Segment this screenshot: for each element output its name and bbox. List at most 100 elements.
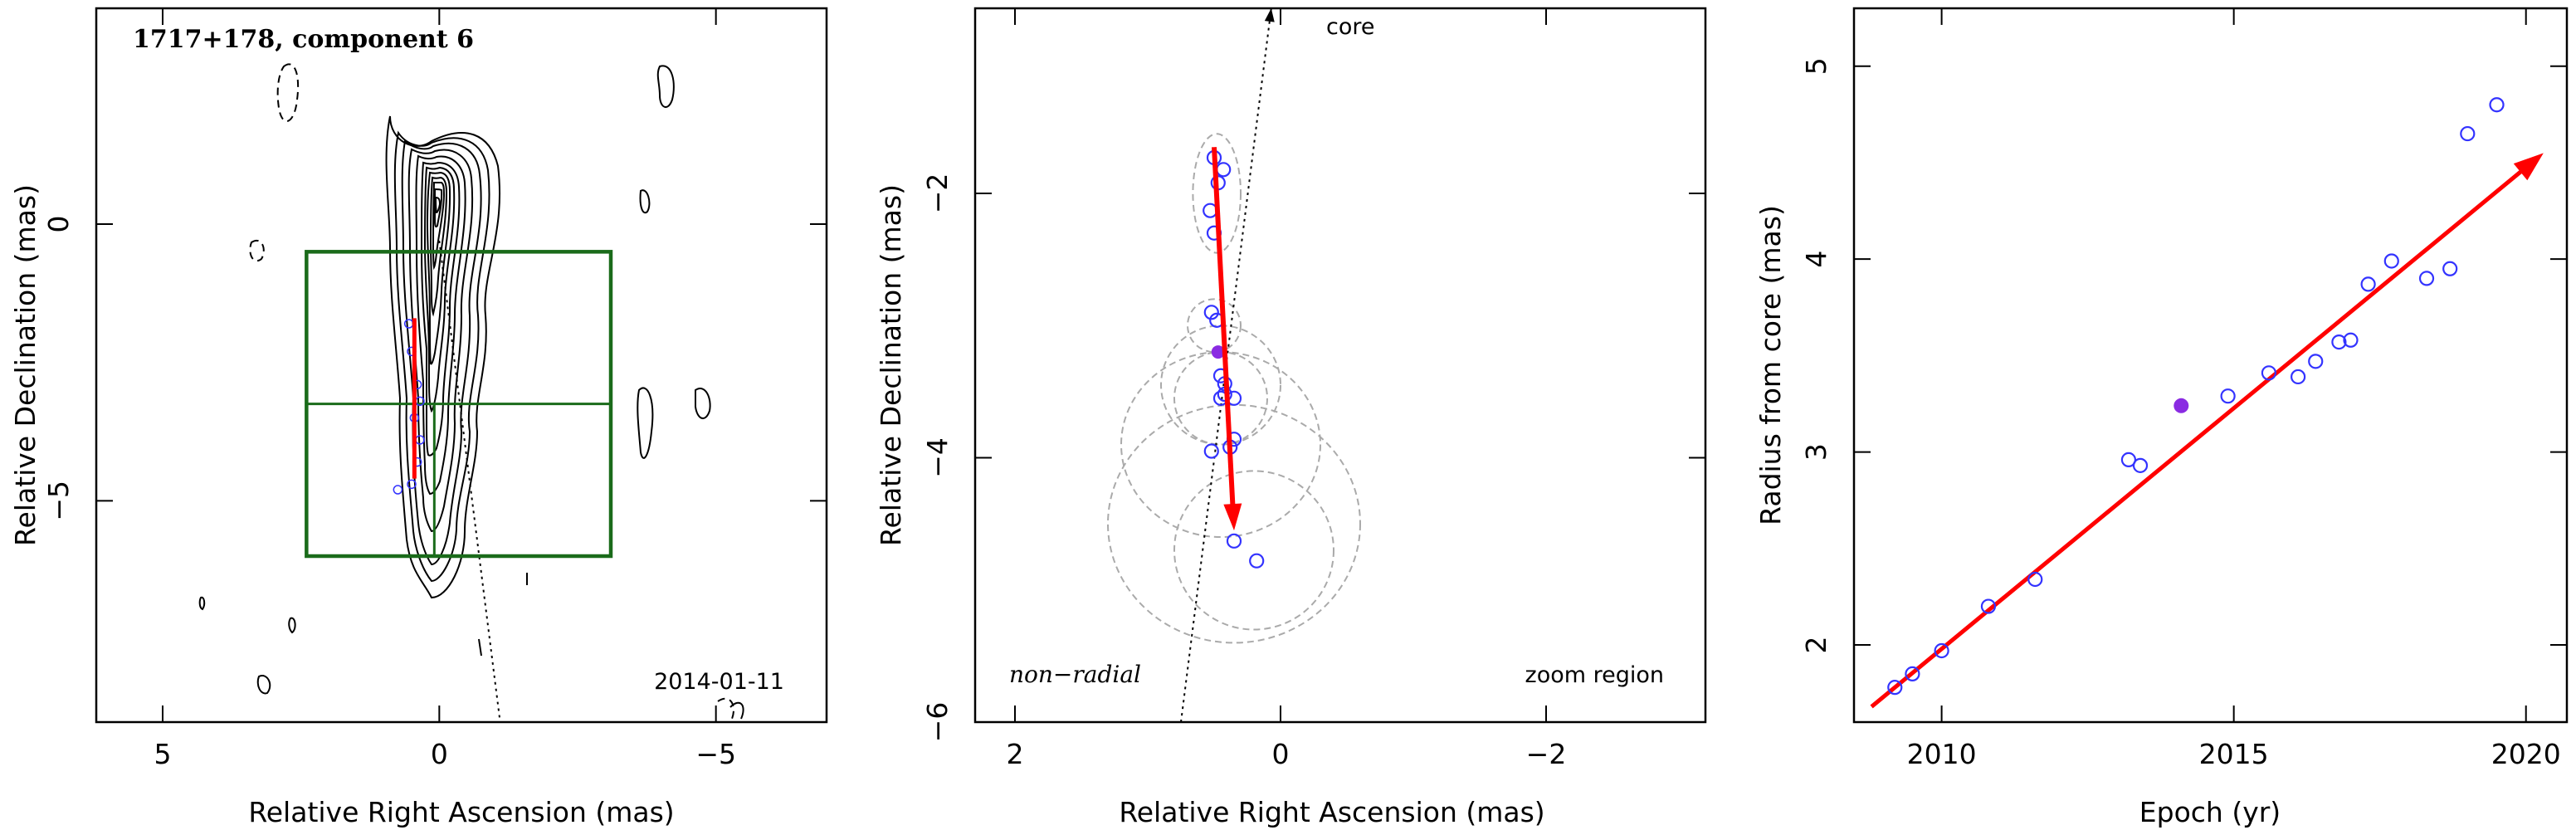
left-plot-frame xyxy=(95,7,828,724)
left-panel: 5 0 −5 0 −5 xyxy=(9,7,828,828)
noise-contour xyxy=(198,596,206,611)
left-component-marker xyxy=(403,319,414,329)
middle-plot-frame xyxy=(973,7,1707,724)
beam-ellipse xyxy=(1187,298,1242,354)
radius-epoch-point xyxy=(2120,452,2137,467)
left-x-tick-label: −5 xyxy=(695,738,736,770)
right-panel: 2010 2015 2020 2 3 4 5 Epoch (yr) Radius from … xyxy=(1754,7,2569,828)
middle-y-tick-label: −4 xyxy=(921,437,954,478)
left-y-axis-label: Relative Declination (mas) xyxy=(9,184,41,546)
right-y-tick-label: 3 xyxy=(1800,443,1832,461)
fit-arrow-line xyxy=(1870,164,2529,709)
right-y-tick-label: 2 xyxy=(1800,637,1832,654)
component-position xyxy=(1203,443,1219,459)
middle-x-tick-label: 2 xyxy=(1007,738,1024,770)
noise-contour xyxy=(637,387,654,459)
contour-level xyxy=(415,154,466,496)
beam-ellipse xyxy=(1192,133,1242,254)
right-x-axis-label: Epoch (yr) xyxy=(2139,796,2281,828)
left-x-tick-label: 5 xyxy=(154,738,172,770)
left-component-marker xyxy=(407,479,417,490)
negative-contour xyxy=(249,240,265,262)
negative-contour xyxy=(717,697,734,720)
left-component-marker xyxy=(393,485,403,495)
beam-ellipse xyxy=(1160,325,1281,446)
radius-epoch-point xyxy=(1905,666,1920,681)
right-axis-ticks: 2010 2015 2020 2 3 4 5 xyxy=(1800,8,2567,770)
noise-contour xyxy=(639,189,651,214)
contour-level xyxy=(393,130,490,583)
motion-type-label: non−radial xyxy=(1009,661,1141,688)
right-x-tick-label: 2010 xyxy=(1907,738,1977,770)
contour-level xyxy=(434,188,443,228)
negative-contour xyxy=(276,63,300,122)
left-axis-ticks: 5 0 −5 0 −5 xyxy=(42,8,827,770)
core-direction-arrowhead xyxy=(1264,8,1275,22)
middle-y-tick-label: −2 xyxy=(921,173,954,214)
beam-ellipse xyxy=(1120,351,1321,539)
contour-level xyxy=(434,196,442,214)
left-contours xyxy=(198,65,744,720)
noise-contour xyxy=(478,638,482,657)
radius-epoch-point xyxy=(2027,571,2043,588)
right-x-tick-label: 2015 xyxy=(2199,738,2269,770)
right-y-tick-label: 4 xyxy=(1800,251,1832,268)
right-y-axis-label: Radius from core (mas) xyxy=(1754,205,1787,525)
noise-contour xyxy=(288,617,296,634)
component-position xyxy=(1203,305,1219,320)
highlight-radius-point xyxy=(2174,398,2189,413)
left-panel-date: 2014-01-11 xyxy=(654,669,784,695)
radius-epoch-point xyxy=(2383,253,2399,269)
right-plot-frame xyxy=(1852,7,2569,724)
contour-level xyxy=(429,176,448,317)
left-core-direction-line xyxy=(438,240,501,723)
middle-x-tick-label: 0 xyxy=(1272,738,1290,770)
core-label: core xyxy=(1326,14,1374,40)
component-position xyxy=(1226,533,1242,549)
radius-epoch-point xyxy=(2291,369,2306,385)
left-x-axis-label: Relative Right Ascension (mas) xyxy=(248,796,674,828)
radius-epoch-point xyxy=(1887,680,1903,696)
left-y-tick-label: 0 xyxy=(42,216,75,233)
highlight-component-position xyxy=(1211,345,1225,359)
middle-x-tick-label: −2 xyxy=(1526,738,1567,770)
radius-epoch-point xyxy=(2442,261,2458,276)
contour-level xyxy=(385,115,501,599)
component-position xyxy=(1249,553,1265,569)
radius-epoch-point xyxy=(2418,271,2435,286)
radius-epoch-point xyxy=(2360,276,2376,292)
noise-contour xyxy=(656,65,675,108)
middle-y-axis-label: Relative Declination (mas) xyxy=(875,184,907,546)
right-y-tick-label: 5 xyxy=(1800,57,1832,75)
radius-epoch-point xyxy=(1980,598,1997,614)
noise-contour xyxy=(695,388,711,419)
beam-ellipse xyxy=(1173,470,1334,631)
radius-epoch-point xyxy=(1934,642,1949,659)
zoom-region-label: zoom region xyxy=(1525,662,1664,688)
middle-y-tick-label: −6 xyxy=(921,702,954,743)
beam-ellipse xyxy=(1173,351,1268,446)
radius-epoch-point xyxy=(2308,354,2324,369)
component-position xyxy=(1216,162,1232,178)
velocity-vector-arrowhead xyxy=(1223,503,1242,531)
radius-epoch-point xyxy=(2331,334,2347,350)
beam-ellipses xyxy=(1107,133,1361,644)
radius-epoch-point xyxy=(2132,457,2149,473)
left-x-tick-label: 0 xyxy=(431,738,448,770)
contour-level xyxy=(420,161,461,456)
left-y-tick-label: −5 xyxy=(42,481,75,521)
middle-x-axis-label: Relative Right Ascension (mas) xyxy=(1119,796,1544,828)
radius-epoch-point xyxy=(2343,332,2359,348)
velocity-vector xyxy=(1212,147,1236,513)
middle-panel: 2 0 −2 −2 −4 −6 core non−radial zoom region R… xyxy=(875,7,1707,828)
left-negative-contours xyxy=(249,63,734,720)
radius-epoch-points xyxy=(1887,97,2505,696)
right-x-tick-label: 2020 xyxy=(2491,738,2561,770)
middle-axis-ticks: 2 0 −2 −2 −4 −6 xyxy=(921,8,1705,770)
fit-arrowhead xyxy=(2513,153,2544,181)
radius-epoch-point xyxy=(2220,388,2236,404)
radius-epoch-point xyxy=(2489,97,2505,113)
contour-level xyxy=(423,166,456,413)
radius-epoch-point xyxy=(2261,365,2277,381)
